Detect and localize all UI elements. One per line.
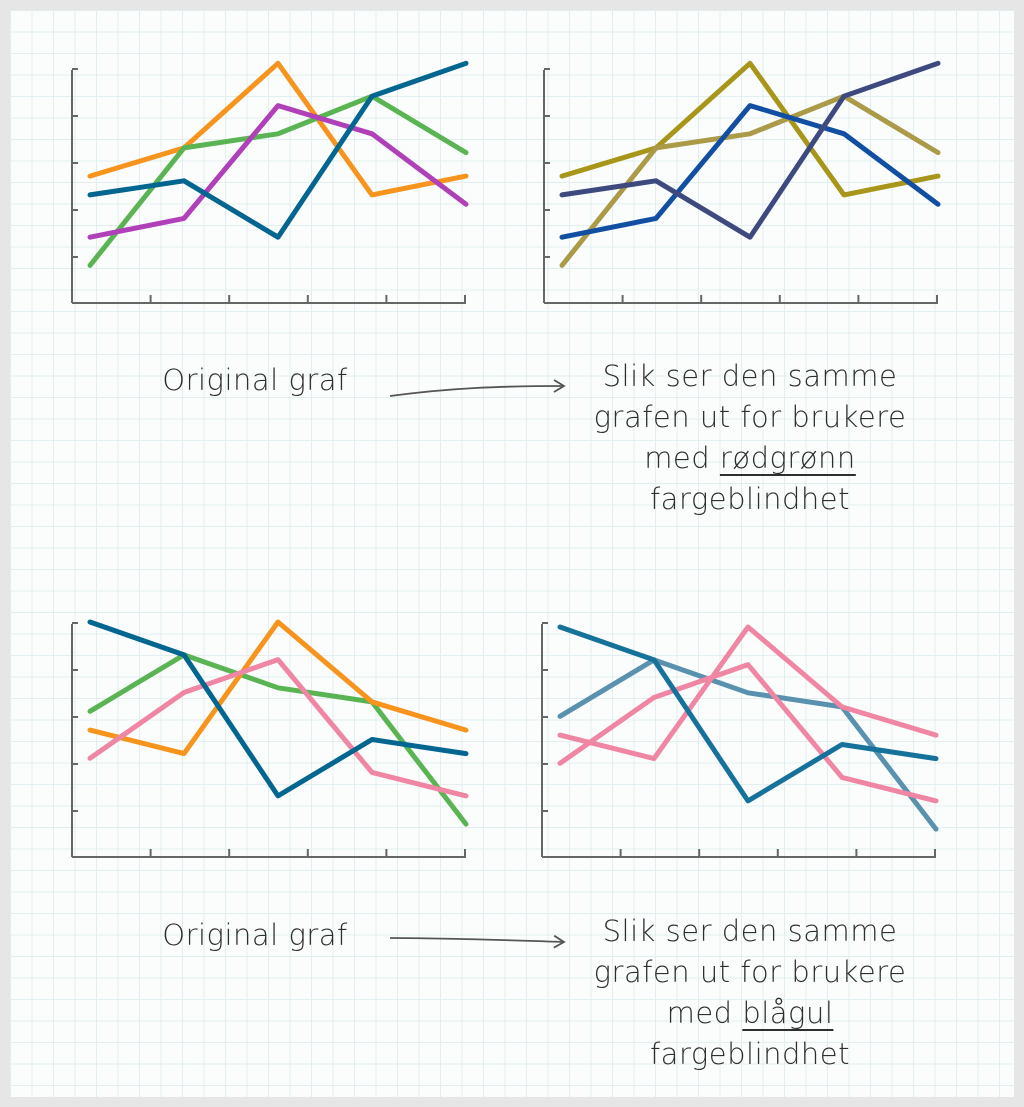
original-label-bottom: Original graf [162,918,348,952]
series-line-4 [557,624,939,804]
series-line-2 [87,93,469,268]
grid-paper-background [10,10,1014,1097]
series-line-1 [557,657,939,832]
caption-top: Slik ser den samme grafen ut for brukere… [560,356,940,520]
series-line-4 [87,60,469,240]
caption-line: fargeblindhet [649,1037,851,1071]
caption-line: fargeblindhet [649,482,851,516]
deficiency-type: blågul [742,996,834,1030]
deficiency-type: rødgrønn [719,441,856,475]
caption-line: med rødgrønn [560,438,940,479]
series-line-1 [87,652,469,827]
series-line-2 [559,93,941,268]
original-label-top: Original graf [162,363,348,397]
arrow-bottom [389,934,566,949]
caption-line: Slik ser den samme [602,359,898,393]
arrow-top [389,379,566,397]
caption-line: grafen ut for brukere [593,400,907,434]
series-line-3 [559,103,941,240]
series-line-3 [87,103,469,240]
caption-line: grafen ut for brukere [593,955,907,989]
series-line-1 [559,60,941,198]
series-line-3 [557,662,939,804]
series-line-2 [87,619,469,757]
series-line-2 [557,624,939,762]
caption-line: med blågul [560,993,940,1034]
caption-line: Slik ser den samme [602,914,898,948]
caption-prefix: med [644,441,720,475]
series-line-1 [87,60,469,198]
series-line-4 [87,619,469,799]
caption-prefix: med [666,996,743,1030]
series-line-3 [87,657,469,799]
caption-bottom: Slik ser den samme grafen ut for brukere… [560,911,940,1075]
series-line-4 [559,60,941,240]
